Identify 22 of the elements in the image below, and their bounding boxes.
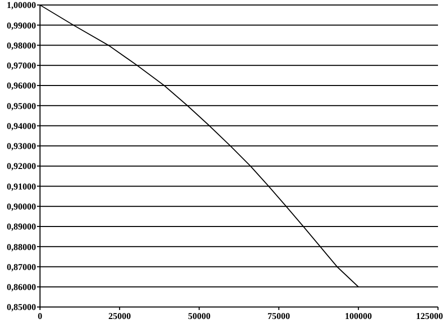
y-tick-label: 0,99000 [6,20,36,30]
y-tick-label: 0,89000 [6,222,36,232]
y-tick-label: 0,85000 [6,302,36,312]
x-tick-label: 100000 [344,311,372,321]
x-tick-label: 0 [38,311,43,321]
y-tick-label: 0,94000 [6,120,36,131]
y-tick-label: 0,91000 [6,181,36,192]
y-tick-label: 0,95000 [6,100,36,111]
y-tick-label: 0,92000 [6,161,36,172]
y-tick-label: 0,96000 [6,80,36,91]
y-tick-label: 0,86000 [6,282,36,292]
y-tick-label: 0,93000 [6,141,36,152]
y-tick-label: 0,87000 [6,262,36,272]
y-tick-label: 0,98000 [6,40,36,50]
x-tick-label: 75000 [268,311,291,321]
y-tick-label: 0,97000 [6,60,36,71]
y-tick-label: 1,00000 [6,0,36,10]
y-tick-label: 0,88000 [6,242,36,252]
y-tick-label: 0,90000 [6,201,36,212]
x-tick-label: 50000 [188,311,211,321]
x-tick-label: 125000 [416,311,444,321]
x-tick-label: 25000 [108,311,132,321]
